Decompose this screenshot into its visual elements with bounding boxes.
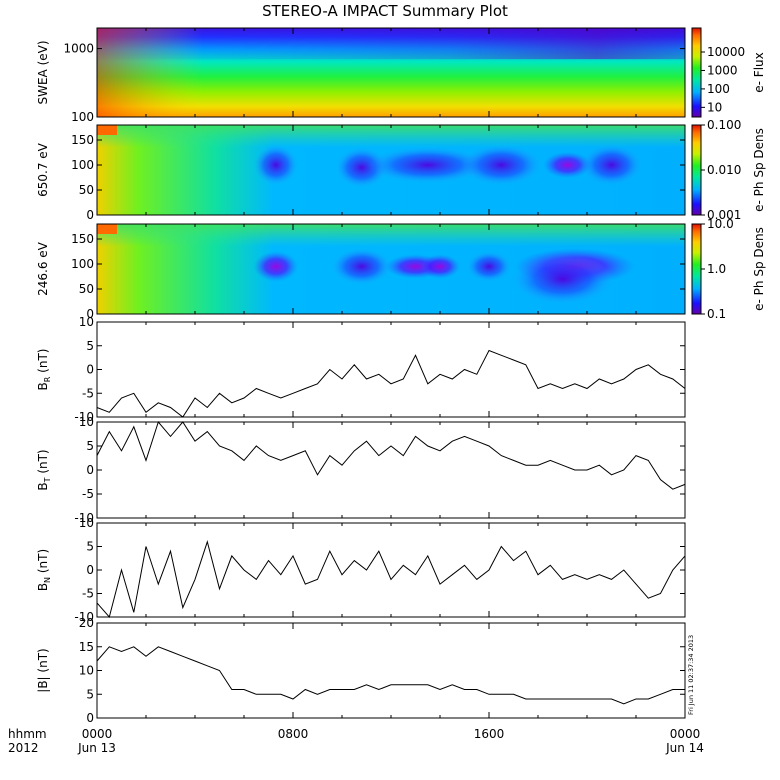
spectrogram-depletion-7 (512, 254, 613, 304)
y-tick-label: -10 (74, 410, 94, 424)
spectrogram-hot-spot (97, 125, 117, 135)
colorbar-tick-label: 10 (707, 100, 722, 114)
y-tick-label: 100 (71, 158, 94, 172)
time-tick-label: 1600 (474, 727, 505, 741)
series-line (96, 349, 686, 418)
colorbar-tick-label: 0.100 (707, 118, 741, 132)
y-tick-label: 50 (79, 282, 94, 296)
y-tick-label: 50 (79, 183, 94, 197)
date-tick-label: Jun 13 (77, 741, 116, 755)
y-tick-label: -10 (74, 511, 94, 525)
series-line (96, 420, 686, 490)
y-tick-label: 0 (86, 363, 94, 377)
colorbar-tick-label: 0.1 (707, 307, 726, 321)
y-tick-label: 0 (86, 208, 94, 222)
panel-4: -10 -5 0 5 10 BR (nT) (36, 315, 686, 424)
spectrogram-depletion-5 (467, 251, 511, 282)
panel-5: -10 -5 0 5 10 BT (nT) (36, 415, 686, 525)
y-tick-label: 0 (86, 463, 94, 477)
colorbar-scale (691, 124, 702, 216)
y-axis-label: BT (nT) (36, 449, 52, 490)
panel-6: -10 -5 0 5 10 BN (nT) (36, 516, 686, 624)
time-tick-label: 0000 (82, 727, 113, 741)
colorbar-scale (691, 223, 702, 315)
colorbar-label: e- Ph Sp Dens (752, 128, 766, 212)
y-axis-label: BR (nT) (36, 349, 52, 391)
panel-frame (96, 421, 686, 519)
y-axis-label: SWEA (eV) (36, 40, 50, 104)
y-tick-label: 15 (79, 640, 94, 654)
y-tick-label: 0 (86, 711, 94, 725)
y-tick-label: 10 (79, 415, 94, 429)
colorbar-scale (691, 27, 702, 118)
spectrogram-depletion-3 (367, 147, 488, 183)
y-tick-label: 0 (86, 563, 94, 577)
generation-timestamp: Fri Jun 11 02:37:34 2013 (687, 635, 695, 715)
spectrogram-depletion-2 (331, 248, 392, 285)
y-axis-label: 246.6 eV (36, 241, 50, 296)
time-tick-label: 0000 (670, 727, 701, 741)
colorbar-1: 10 100 1000 10000 e- Flux (691, 27, 766, 118)
spectrogram-depletion-4 (420, 254, 460, 279)
colorbar-tick-label: 0.010 (707, 163, 741, 177)
y-tick-label: 20 (79, 616, 94, 630)
series-line (96, 540, 686, 619)
y-axis-label: BN (nT) (36, 549, 52, 591)
y-tick-label: -5 (82, 487, 94, 501)
time-axis-corner-top: hhmm (8, 727, 47, 741)
colorbar-tick-label: 0.001 (707, 208, 741, 222)
colorbar-2: 0.001 0.010 0.100 e- Ph Sp Dens (691, 118, 766, 222)
spectrogram-depletion-5 (461, 145, 542, 185)
y-tick-label: 5 (86, 687, 94, 701)
colorbar-label: e- Flux (752, 52, 766, 92)
panel-1: 100 1000 SWEA (eV) (36, 27, 686, 124)
panel-2: 0 50 100 150 650.7 eV (36, 124, 686, 222)
panel-3: 0 50 100 150 246.6 eV (36, 223, 686, 321)
series-line (96, 646, 685, 705)
time-axis-corner-bottom: 2012 (8, 741, 39, 755)
y-tick-label: 150 (71, 133, 94, 147)
date-tick-label: Jun 14 (665, 741, 704, 755)
y-tick-label: -5 (82, 587, 94, 601)
panel-frame (96, 321, 686, 418)
colorbar-3: 0.1 1.0 10.0 e- Ph Sp Dens (691, 217, 766, 321)
plot-title: STEREO-A IMPACT Summary Plot (262, 2, 508, 20)
y-tick-label: 10 (79, 516, 94, 530)
y-tick-label: 10 (79, 315, 94, 329)
y-tick-label: 5 (86, 339, 94, 353)
panel-frame (96, 622, 686, 719)
spectrogram-depletion-4 (543, 152, 592, 178)
y-tick-label: 1000 (63, 42, 94, 56)
y-tick-label: 0 (86, 307, 94, 321)
y-axis-label: 650.7 eV (36, 142, 50, 197)
colorbar-tick-label: 1000 (707, 63, 738, 77)
swea-spectrogram-high-energy (97, 28, 685, 60)
spectrogram-depletion-1 (253, 251, 298, 282)
colorbar-tick-label: 10000 (707, 45, 745, 59)
y-tick-label: 5 (86, 439, 94, 453)
y-tick-label: 100 (71, 257, 94, 271)
spectrogram-hot-spot (97, 224, 117, 234)
spectrogram-depletion-1 (253, 145, 298, 185)
y-tick-label: 150 (71, 232, 94, 246)
panel-7: 0 5 10 15 20 |B| (nT) (36, 616, 686, 725)
y-tick-label: 100 (71, 110, 94, 124)
colorbars: 10 100 1000 10000 e- Flux 0.001 0.010 0.100 e- P… (691, 27, 766, 321)
colorbar-tick-label: 100 (707, 82, 730, 96)
colorbar-tick-label: 1.0 (707, 262, 726, 276)
y-tick-label: -10 (74, 610, 94, 624)
colorbar-tick-label: 10.0 (707, 217, 734, 231)
time-tick-label: 0800 (278, 727, 309, 741)
y-tick-label: 10 (79, 664, 94, 678)
colorbar-label: e- Ph Sp Dens (752, 227, 766, 311)
y-tick-label: -5 (82, 386, 94, 400)
spectrogram-depletion-6 (581, 145, 642, 185)
y-axis-label: |B| (nT) (36, 648, 50, 692)
y-tick-label: 5 (86, 540, 94, 554)
